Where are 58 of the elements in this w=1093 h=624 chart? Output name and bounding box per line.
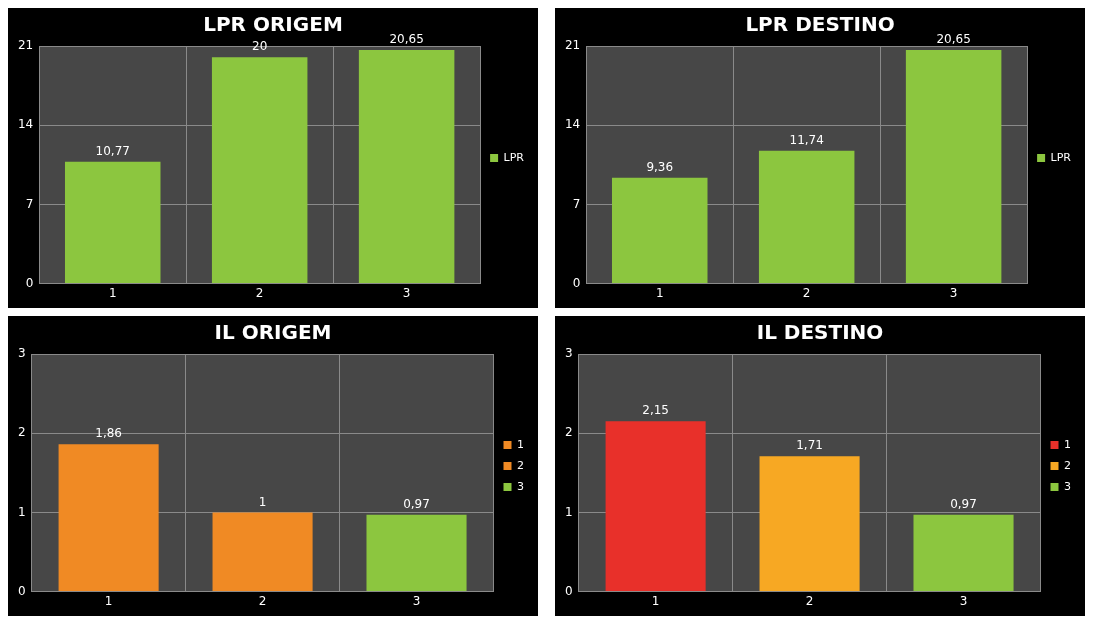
data-label: 20,65 xyxy=(936,32,971,47)
data-label: 1 xyxy=(258,494,267,509)
legend-label: LPR xyxy=(1050,150,1072,164)
chart-title: IL ORIGEM xyxy=(214,320,332,345)
y-tick-label: 7 xyxy=(572,196,581,211)
legend-label: 3 xyxy=(1064,479,1071,493)
bar xyxy=(211,57,308,284)
x-tick-label: 2 xyxy=(258,593,267,608)
data-label: 1,86 xyxy=(95,426,122,441)
legend-label: 3 xyxy=(517,479,524,493)
y-tick-label: 14 xyxy=(564,117,581,132)
legend-label: 1 xyxy=(1064,437,1071,451)
bar xyxy=(358,49,455,284)
bar xyxy=(905,49,1002,284)
x-tick-label: 1 xyxy=(104,593,113,608)
y-tick-label: 3 xyxy=(564,346,573,361)
x-tick-label: 1 xyxy=(108,285,117,300)
x-tick-label: 3 xyxy=(959,593,968,608)
x-tick-label: 1 xyxy=(655,285,664,300)
x-tick-label: 3 xyxy=(402,285,411,300)
y-tick-label: 3 xyxy=(17,346,26,361)
x-tick-label: 3 xyxy=(949,285,958,300)
y-tick-label: 1 xyxy=(17,504,26,519)
chart-title: LPR DESTINO xyxy=(745,12,895,37)
y-tick-label: 2 xyxy=(564,425,573,440)
y-tick-label: 2 xyxy=(17,425,26,440)
x-tick-label: 3 xyxy=(412,593,421,608)
x-tick-label: 2 xyxy=(255,285,264,300)
y-tick-label: 0 xyxy=(25,275,34,290)
data-label: 2,15 xyxy=(642,403,669,418)
y-tick-label: 0 xyxy=(17,583,26,598)
legend-label: 1 xyxy=(517,437,524,451)
x-tick-label: 2 xyxy=(802,285,811,300)
data-label: 0,97 xyxy=(950,496,977,511)
data-label: 10,77 xyxy=(95,143,130,158)
data-label: 1,71 xyxy=(796,438,823,453)
x-tick-label: 1 xyxy=(651,593,660,608)
data-label: 0,97 xyxy=(403,496,430,511)
data-label: 11,74 xyxy=(789,132,824,147)
legend-label: LPR xyxy=(503,150,525,164)
data-label: 20,65 xyxy=(389,32,424,47)
legend-label: 2 xyxy=(1064,458,1071,472)
legend-label: 2 xyxy=(517,458,524,472)
chart-title: LPR ORIGEM xyxy=(203,12,343,37)
chart-title: IL DESTINO xyxy=(756,320,884,345)
y-tick-label: 21 xyxy=(17,38,34,53)
y-tick-label: 0 xyxy=(572,275,581,290)
x-tick-label: 2 xyxy=(805,593,814,608)
y-tick-label: 1 xyxy=(564,504,573,519)
y-tick-label: 14 xyxy=(17,117,34,132)
bar xyxy=(758,150,855,284)
bar xyxy=(64,161,161,284)
y-tick-label: 0 xyxy=(564,583,573,598)
bar xyxy=(611,177,708,284)
y-tick-label: 7 xyxy=(25,196,34,211)
data-label: 20 xyxy=(252,39,268,54)
y-tick-label: 21 xyxy=(564,38,581,53)
data-label: 9,36 xyxy=(646,159,674,174)
